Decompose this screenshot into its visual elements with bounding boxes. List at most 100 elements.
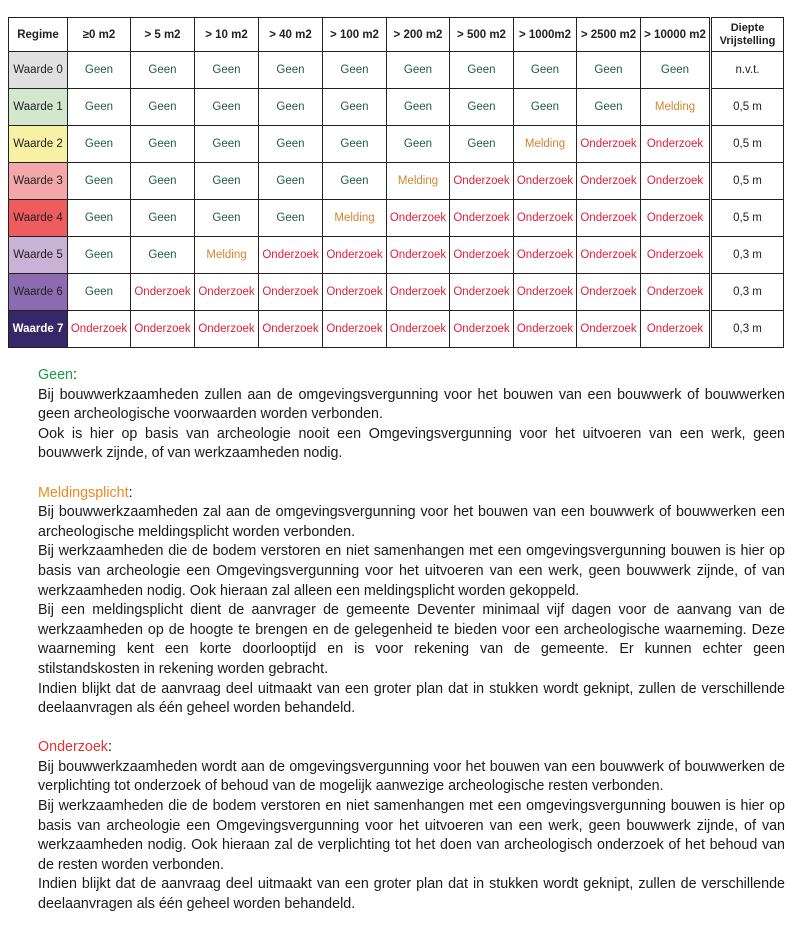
header-area: > 10000 m2 [640, 17, 711, 52]
requirement-cell: Onderzoek [640, 162, 711, 200]
requirement-cell: Geen [576, 88, 641, 126]
table-row: Waarde 0 Geen Geen Geen Geen Geen Geen Geen Geen… [8, 51, 784, 89]
requirement-cell: Onderzoek [386, 273, 450, 311]
requirement-cell: Geen [322, 88, 387, 126]
requirement-cell: Onderzoek [258, 310, 323, 348]
requirement-cell: Geen [386, 51, 450, 89]
requirement-cell: Onderzoek [130, 273, 195, 311]
requirement-cell: Geen [130, 199, 195, 237]
requirement-cell: Geen [130, 236, 195, 274]
paragraph: Bij werkzaamheden die de bodem verstoren… [38, 543, 785, 599]
requirement-cell: Onderzoek [640, 236, 711, 274]
requirement-cell: Onderzoek [194, 310, 259, 348]
requirement-cell: Onderzoek [576, 310, 641, 348]
regime-cell: Waarde 0 [8, 51, 68, 89]
requirement-cell: Geen [322, 125, 387, 163]
paragraph: Bij bouwwerkzaamheden zal aan de omgevin… [38, 504, 785, 540]
heading-onderzoek: Onderzoek [38, 739, 108, 756]
paragraph: Bij bouwwerkzaamheden zullen aan de omge… [38, 386, 785, 423]
requirement-cell: Onderzoek [513, 310, 577, 348]
requirement-cell: Onderzoek [640, 310, 711, 348]
requirement-cell: Geen [386, 125, 450, 163]
requirement-cell: Geen [67, 51, 131, 89]
requirement-cell: Onderzoek [322, 273, 387, 311]
requirement-cell: Onderzoek [576, 273, 641, 311]
legend-text: Geen: Bij bouwwerkzaamheden zullen aan d… [38, 366, 785, 934]
requirement-cell: Onderzoek [576, 236, 641, 274]
paragraph: Indien blijkt dat de aanvraag deel uitma… [38, 680, 785, 717]
requirement-cell: Geen [449, 51, 514, 89]
requirement-cell: Onderzoek [258, 273, 323, 311]
table-header-row: Regime ≥0 m2 > 5 m2 > 10 m2 > 40 m2 > 100 m2 >… [8, 17, 784, 52]
requirement-cell: Onderzoek [513, 273, 577, 311]
requirement-cell: Geen [130, 51, 195, 89]
section-heading: Meldingsplicht: [38, 484, 785, 504]
section-heading: Onderzoek: [38, 738, 785, 758]
requirement-cell: Melding [513, 125, 577, 163]
heading-geen: Geen [38, 367, 73, 383]
requirement-cell: Melding [386, 162, 450, 200]
depth-cell: 0,5 m [709, 199, 784, 237]
requirement-cell: Onderzoek [640, 125, 711, 163]
table-row: Waarde 6 Geen Onderzoek Onderzoek Onderzoek O… [8, 273, 784, 311]
requirement-cell: Geen [194, 51, 259, 89]
requirement-cell: Onderzoek [449, 199, 514, 237]
header-area: > 100 m2 [322, 17, 387, 52]
depth-cell: 0,3 m [709, 273, 784, 311]
requirement-cell: Geen [322, 51, 387, 89]
requirement-cell: Geen [640, 51, 711, 89]
table-row: Waarde 7 Onderzoek Onderzoek Onderzoek Onder… [8, 310, 784, 348]
requirement-cell: Geen [258, 162, 323, 200]
depth-cell: 0,3 m [709, 310, 784, 348]
requirement-cell: Geen [513, 51, 577, 89]
requirement-cell: Onderzoek [576, 199, 641, 237]
table-row: Waarde 3 Geen Geen Geen Geen Geen Melding Onder… [8, 162, 784, 200]
requirement-cell: Onderzoek [576, 162, 641, 200]
header-area: > 2500 m2 [576, 17, 641, 52]
requirement-cell: Geen [194, 88, 259, 126]
requirement-cell: Onderzoek [194, 273, 259, 311]
header-area: > 40 m2 [258, 17, 323, 52]
depth-cell: 0,5 m [709, 162, 784, 200]
requirement-cell: Onderzoek [386, 236, 450, 274]
depth-cell: n.v.t. [709, 51, 784, 89]
table-row: Waarde 4 Geen Geen Geen Geen Melding Onderzoek… [8, 199, 784, 237]
section-geen: Geen: Bij bouwwerkzaamheden zullen aan d… [38, 366, 785, 464]
regime-cell: Waarde 7 [8, 310, 68, 348]
requirement-cell: Geen [130, 162, 195, 200]
requirement-cell: Geen [386, 88, 450, 126]
requirement-cell: Geen [130, 88, 195, 126]
requirement-cell: Onderzoek [576, 125, 641, 163]
requirement-cell: Onderzoek [130, 310, 195, 348]
heading-colon: : [107, 739, 112, 756]
section-heading: Geen: [38, 366, 785, 386]
requirement-cell: Onderzoek [640, 273, 711, 311]
requirement-cell: Geen [67, 273, 131, 311]
requirement-cell: Geen [449, 88, 514, 126]
requirement-cell: Onderzoek [67, 310, 131, 348]
requirement-cell: Onderzoek [386, 199, 450, 237]
requirement-cell: Melding [322, 199, 387, 237]
depth-cell: 0,5 m [709, 125, 784, 163]
requirement-cell: Geen [67, 236, 131, 274]
requirement-cell: Geen [194, 125, 259, 163]
requirement-cell: Geen [576, 51, 641, 89]
regime-cell: Waarde 4 [8, 199, 68, 237]
requirement-cell: Onderzoek [513, 199, 577, 237]
regime-cell: Waarde 2 [8, 125, 68, 163]
requirement-cell: Melding [194, 236, 259, 274]
section-meldingsplicht: Meldingsplicht: Bij bouwwerkzaamheden za… [38, 484, 785, 719]
paragraph: Bij werkzaamheden die de bodem verstoren… [38, 798, 785, 873]
requirement-cell: Onderzoek [640, 199, 711, 237]
requirement-cell: Onderzoek [449, 162, 514, 200]
regime-cell: Waarde 6 [8, 273, 68, 311]
paragraph: Indien blijkt dat de aanvraag deel uitma… [38, 876, 785, 913]
paragraph: Bij bouwwerkzaamheden wordt aan de omgev… [38, 758, 785, 795]
requirement-cell: Onderzoek [449, 236, 514, 274]
requirement-cell: Onderzoek [322, 236, 387, 274]
requirement-cell: Geen [130, 125, 195, 163]
regime-cell: Waarde 5 [8, 236, 68, 274]
section-onderzoek: Onderzoek: Bij bouwwerkzaamheden wordt a… [38, 738, 785, 914]
header-diepte-vrijstelling: Diepte Vrijstelling [709, 17, 784, 52]
regime-table: Regime ≥0 m2 > 5 m2 > 10 m2 > 40 m2 > 100 m2 >… [8, 17, 784, 348]
